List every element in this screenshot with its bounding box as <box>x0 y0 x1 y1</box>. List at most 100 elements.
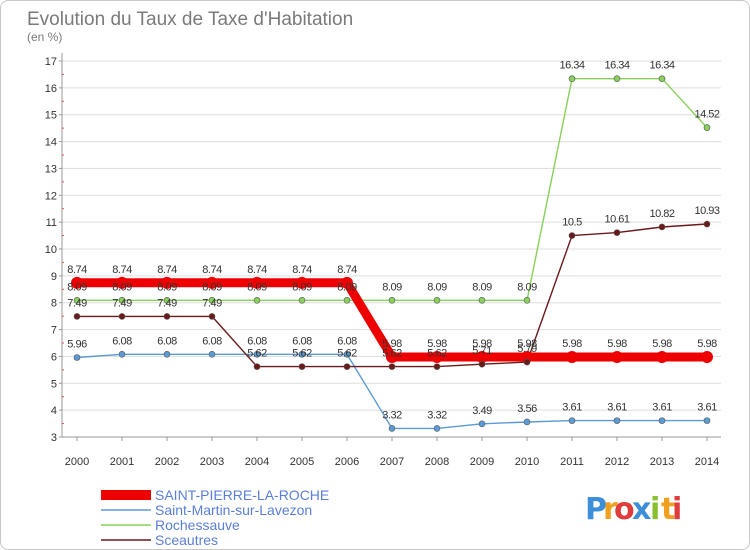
y-tick-label: 11 <box>46 217 57 229</box>
data-label: 5.62 <box>382 348 402 360</box>
y-tick-label: 6 <box>51 351 57 363</box>
data-label: 16.34 <box>604 60 629 72</box>
y-tick-label: 8 <box>51 298 57 310</box>
data-label: 8.09 <box>202 281 222 293</box>
data-label: 8.74 <box>112 264 132 276</box>
data-point <box>478 360 486 368</box>
data-point <box>568 417 576 424</box>
data-label: 8.09 <box>67 281 87 293</box>
data-point <box>116 276 128 289</box>
data-label: 5.98 <box>652 338 672 350</box>
x-tick-label: 2005 <box>290 456 314 468</box>
data-point <box>388 425 396 432</box>
data-label: 7.49 <box>157 297 177 309</box>
y-tick-label: 3 <box>51 432 57 444</box>
data-label: 8.09 <box>427 281 447 293</box>
x-tick-label: 2000 <box>65 456 89 468</box>
data-label: 7.49 <box>202 297 222 309</box>
data-point <box>118 296 126 304</box>
data-label: 3.61 <box>697 402 717 414</box>
data-label: 6.08 <box>157 335 177 347</box>
data-point <box>656 350 668 363</box>
data-point <box>703 124 711 131</box>
x-tick-label: 2014 <box>695 456 719 468</box>
chart-subtitle: (en %) <box>27 30 62 44</box>
legend-label: Saint-Martin-sur-Lavezon <box>155 502 312 518</box>
data-point <box>566 350 578 363</box>
data-label: 5.62 <box>247 348 267 360</box>
data-point <box>658 223 666 231</box>
logo-letter: x <box>632 492 651 527</box>
x-tick-label: 2013 <box>650 456 674 468</box>
data-label: 5.98 <box>697 338 717 350</box>
data-point <box>388 296 396 304</box>
x-tick-label: 2008 <box>425 456 449 468</box>
data-label: 6.08 <box>337 335 357 347</box>
data-label: 3.32 <box>382 409 402 421</box>
series-points <box>73 75 711 432</box>
data-label: 8.09 <box>472 281 492 293</box>
data-label: 7.49 <box>112 297 132 309</box>
y-tick-label: 4 <box>51 405 57 417</box>
y-tick-label: 17 <box>45 56 57 68</box>
data-point <box>208 350 216 358</box>
series-lines <box>71 78 713 430</box>
y-tick-label: 7 <box>51 325 57 337</box>
data-label: 8.09 <box>247 281 267 293</box>
data-point <box>478 420 486 428</box>
legend-label: Sceautres <box>155 532 218 548</box>
data-point <box>388 363 396 370</box>
data-point <box>433 425 441 432</box>
data-point <box>523 296 531 304</box>
data-point <box>208 296 216 304</box>
data-point <box>478 296 486 304</box>
x-tick-label: 2001 <box>110 456 134 468</box>
data-label: 10.61 <box>604 214 629 226</box>
data-label: 8.74 <box>292 264 312 276</box>
data-point <box>163 350 171 358</box>
data-label: 10.5 <box>562 217 582 229</box>
logo-letter: r <box>603 492 618 527</box>
x-tick-label: 2012 <box>605 456 629 468</box>
data-label: 14.52 <box>694 109 719 121</box>
y-tick-label: 10 <box>45 244 57 256</box>
data-label: 8.09 <box>112 281 132 293</box>
logo-letter: i <box>650 492 660 527</box>
data-point <box>568 75 576 83</box>
data-label: 8.74 <box>337 264 357 276</box>
logo-letter: P <box>585 492 607 527</box>
data-point <box>298 363 306 370</box>
data-point <box>431 350 443 363</box>
data-label: 8.09 <box>337 281 357 293</box>
data-point <box>118 350 126 358</box>
y-tick-label: 12 <box>45 190 57 202</box>
data-label: 3.32 <box>427 409 447 421</box>
y-tick-label: 15 <box>45 110 57 122</box>
data-label: 6.08 <box>202 335 222 347</box>
y-tick-label: 13 <box>45 163 57 175</box>
x-tick-label: 2006 <box>335 456 359 468</box>
x-tick-label: 2009 <box>470 456 494 468</box>
data-label: 3.61 <box>562 402 582 414</box>
data-label: 16.34 <box>649 60 674 72</box>
data-point <box>658 417 666 424</box>
data-point <box>163 296 171 304</box>
data-label: 7.49 <box>67 297 87 309</box>
data-label: 5.98 <box>607 338 627 350</box>
data-point <box>208 313 216 320</box>
data-point <box>343 350 351 358</box>
axes: 3 4 5 6 7 8 9 10 11 12 13 14 15 16 17 2000 2001 2002 2003 2… <box>45 53 721 468</box>
data-point <box>73 296 81 304</box>
data-label: 8.09 <box>382 281 402 293</box>
data-label: 5.98 <box>427 338 447 350</box>
data-label: 5.98 <box>382 338 402 350</box>
data-label: 8.74 <box>67 264 87 276</box>
data-label: 5.98 <box>562 338 582 350</box>
data-label: 6.08 <box>112 335 132 347</box>
y-tick-label: 14 <box>45 137 57 149</box>
data-label: 8.74 <box>247 264 267 276</box>
data-label: 8.09 <box>157 281 177 293</box>
data-point <box>433 363 441 370</box>
